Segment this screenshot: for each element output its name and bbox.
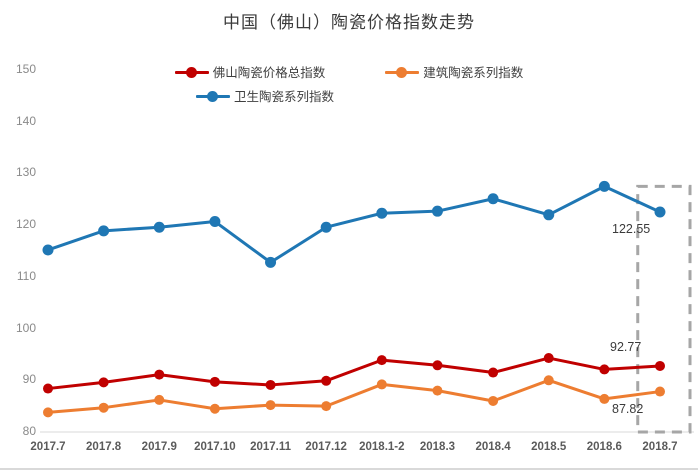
y-axis-tick-label: 110 [16, 268, 36, 283]
page-title: 中国（佛山）陶瓷价格指数走势 [223, 13, 475, 32]
data-point-marker[interactable] [98, 225, 110, 237]
x-axis-tick-label: 2017.11 [250, 441, 291, 453]
data-point-marker[interactable] [98, 377, 109, 388]
data-point-marker[interactable] [265, 379, 276, 390]
data-point-marker[interactable] [599, 364, 610, 375]
data-point-marker[interactable] [321, 401, 332, 412]
data-point-marker[interactable] [376, 379, 387, 390]
x-axis-tick-label: 2018.5 [531, 441, 567, 453]
data-point-marker[interactable] [154, 369, 165, 380]
data-point-marker[interactable] [42, 244, 54, 256]
x-axis-tick-label: 2018.1-2 [359, 441, 405, 453]
x-axis-tick-label: 2017.7 [30, 441, 66, 453]
data-point-marker[interactable] [43, 383, 53, 394]
y-axis-tick-label: 140 [15, 113, 36, 128]
x-axis-tick-label: 2017.12 [305, 441, 347, 453]
data-point-marker[interactable] [265, 256, 277, 268]
data-point-marker[interactable] [487, 193, 499, 205]
data-point-marker[interactable] [98, 402, 109, 413]
red-last-value: 92.77 [610, 339, 642, 354]
x-axis-tick-label: 2017.8 [86, 441, 122, 453]
last-period-highlight-box [636, 184, 692, 434]
x-axis-tick-label: 2018.6 [586, 441, 622, 453]
x-axis-tick-label: 2018.4 [475, 441, 511, 453]
data-point-marker[interactable] [432, 360, 443, 371]
y-axis-tick-label: 90 [22, 372, 36, 387]
data-point-marker[interactable] [376, 355, 387, 366]
data-point-marker[interactable] [543, 375, 554, 386]
data-point-marker[interactable] [154, 394, 165, 405]
data-point-marker[interactable] [655, 360, 665, 371]
data-point-marker[interactable] [209, 403, 220, 414]
x-axis-tick-label: 2017.10 [194, 441, 236, 453]
data-point-marker[interactable] [265, 400, 276, 411]
data-point-marker[interactable] [488, 367, 499, 378]
data-point-marker[interactable] [654, 206, 666, 218]
data-point-marker[interactable] [432, 385, 443, 396]
data-point-marker[interactable] [655, 386, 665, 397]
y-axis-tick-label: 80 [22, 424, 36, 438]
data-point-marker[interactable] [209, 376, 220, 387]
data-point-marker[interactable] [543, 209, 555, 221]
data-point-marker[interactable] [599, 393, 610, 404]
x-axis-tick-label: 2017.9 [141, 441, 177, 453]
y-axis-tick-label: 150 [15, 62, 36, 76]
x-axis-tick-label: 2018.7 [642, 441, 678, 453]
orange-last-value: 87.82 [612, 401, 644, 416]
y-axis-tick-label: 100 [15, 320, 36, 335]
data-point-marker[interactable] [431, 205, 443, 217]
data-point-marker[interactable] [376, 207, 388, 219]
blue-last-value: 122.55 [612, 221, 651, 236]
data-point-marker[interactable] [209, 216, 221, 228]
data-point-marker[interactable] [543, 353, 554, 364]
y-axis-tick-label: 120 [15, 217, 36, 232]
data-point-marker[interactable] [488, 395, 499, 406]
data-point-marker[interactable] [598, 180, 610, 192]
y-axis-tick-label: 130 [15, 165, 36, 180]
series-line-0 [46, 356, 662, 391]
data-point-marker[interactable] [153, 221, 165, 233]
data-point-marker[interactable] [321, 375, 332, 386]
data-point-marker[interactable] [320, 221, 332, 233]
series-line-1 [46, 378, 662, 414]
data-point-marker[interactable] [43, 407, 53, 418]
series-line-2 [46, 184, 662, 264]
x-axis-tick-label: 2018.3 [419, 441, 456, 453]
